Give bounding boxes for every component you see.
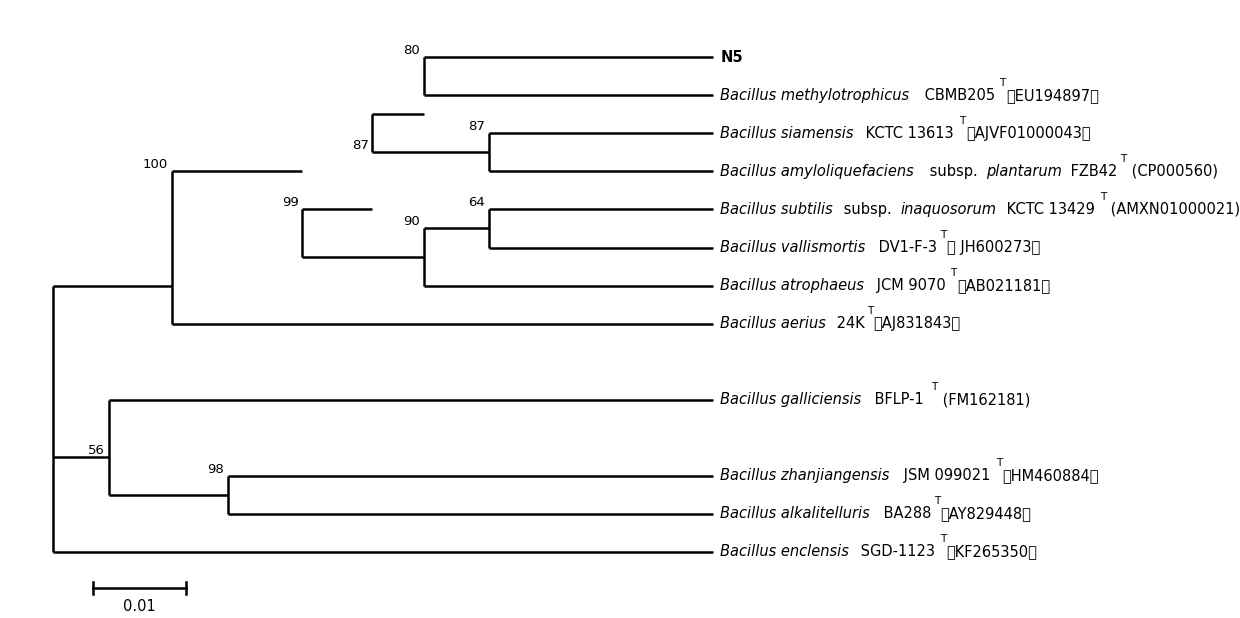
Text: T: T xyxy=(999,78,1006,88)
Text: 99: 99 xyxy=(281,197,299,210)
Text: subsp.: subsp. xyxy=(839,202,897,217)
Text: 87: 87 xyxy=(469,121,485,133)
Text: inaquosorum: inaquosorum xyxy=(900,202,996,217)
Text: JCM 9070: JCM 9070 xyxy=(873,278,946,293)
Text: 80: 80 xyxy=(403,44,420,57)
Text: subsp.: subsp. xyxy=(925,164,982,179)
Text: 56: 56 xyxy=(88,444,105,457)
Text: Bacillus alkalitelluris: Bacillus alkalitelluris xyxy=(720,506,870,521)
Text: KCTC 13613: KCTC 13613 xyxy=(862,126,954,141)
Text: Bacillus siamensis: Bacillus siamensis xyxy=(720,126,853,141)
Text: T: T xyxy=(940,230,946,240)
Text: 64: 64 xyxy=(469,197,485,210)
Text: Bacillus amyloliquefaciens: Bacillus amyloliquefaciens xyxy=(720,164,914,179)
Text: Bacillus enclensis: Bacillus enclensis xyxy=(720,544,849,559)
Text: Bacillus atrophaeus: Bacillus atrophaeus xyxy=(720,278,864,293)
Text: 90: 90 xyxy=(403,216,420,229)
Text: Bacillus galliciensis: Bacillus galliciensis xyxy=(720,392,862,407)
Text: N5: N5 xyxy=(720,50,743,65)
Text: Bacillus aerius: Bacillus aerius xyxy=(720,316,826,331)
Text: （EU194897）: （EU194897） xyxy=(1006,88,1099,103)
Text: Bacillus subtilis: Bacillus subtilis xyxy=(720,202,833,217)
Text: （AY829448）: （AY829448） xyxy=(940,506,1032,521)
Text: CBMB205: CBMB205 xyxy=(920,88,996,103)
Text: T: T xyxy=(940,534,946,544)
Text: JSM 099021: JSM 099021 xyxy=(899,468,991,483)
Text: （AJ831843）: （AJ831843） xyxy=(873,316,961,331)
Text: BA288: BA288 xyxy=(878,506,931,521)
Text: 0.01: 0.01 xyxy=(123,599,156,614)
Text: BFLP-1: BFLP-1 xyxy=(869,392,928,407)
Text: 24K: 24K xyxy=(832,316,864,331)
Text: Bacillus vallismortis: Bacillus vallismortis xyxy=(720,240,866,255)
Text: FZB42: FZB42 xyxy=(1066,164,1117,179)
Text: （KF265350）: （KF265350） xyxy=(946,544,1038,559)
Text: SGD-1123: SGD-1123 xyxy=(857,544,935,559)
Text: Bacillus methylotrophicus: Bacillus methylotrophicus xyxy=(720,88,909,103)
Text: （HM460884）: （HM460884） xyxy=(1002,468,1099,483)
Text: （AJVF01000043）: （AJVF01000043） xyxy=(966,126,1090,141)
Text: T: T xyxy=(931,382,937,392)
Text: T: T xyxy=(950,268,957,278)
Text: T: T xyxy=(867,306,873,316)
Text: 87: 87 xyxy=(352,140,368,153)
Text: （AB021181）: （AB021181） xyxy=(957,278,1050,293)
Text: 98: 98 xyxy=(207,463,224,476)
Text: DV1-F-3: DV1-F-3 xyxy=(874,240,936,255)
Text: 100: 100 xyxy=(143,158,169,171)
Text: T: T xyxy=(1120,154,1126,164)
Text: T: T xyxy=(1100,192,1106,202)
Text: Bacillus zhanjiangensis: Bacillus zhanjiangensis xyxy=(720,468,889,483)
Text: (CP000560): (CP000560) xyxy=(1127,164,1218,179)
Text: KCTC 13429: KCTC 13429 xyxy=(1002,202,1095,217)
Text: plantarum: plantarum xyxy=(986,164,1061,179)
Text: T: T xyxy=(996,458,1002,468)
Text: （ JH600273）: （ JH600273） xyxy=(947,240,1040,255)
Text: T: T xyxy=(934,496,940,506)
Text: (AMXN01000021): (AMXN01000021) xyxy=(1106,202,1240,217)
Text: T: T xyxy=(960,116,966,126)
Text: (FM162181): (FM162181) xyxy=(937,392,1030,407)
